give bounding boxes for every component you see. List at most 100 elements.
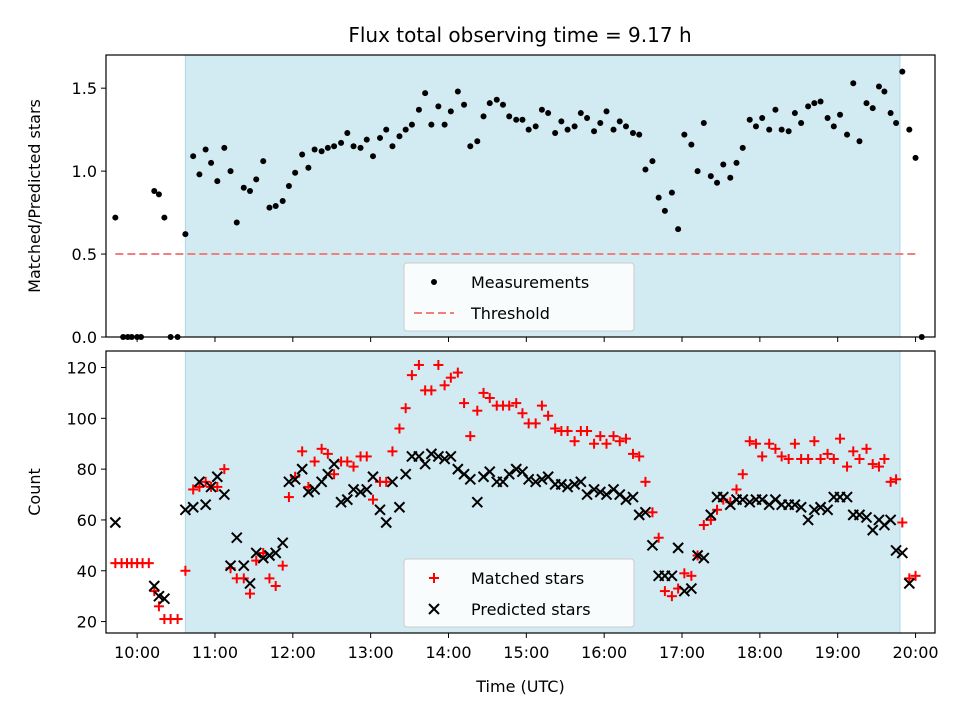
matched-stars-point [478,387,489,398]
measurement-point [714,179,721,186]
legend-dot-swatch [431,279,437,285]
matched-stars-point [472,405,483,416]
predicted-stars-point [860,511,873,524]
measurement-point [545,110,552,117]
measurement-point [480,113,487,120]
matched-stars-point [270,581,281,591]
measurement-point [240,184,247,191]
matched-stars-point [394,423,405,434]
measurement-point [558,118,565,125]
predicted-stars-point [484,465,496,478]
measurement-point [837,111,844,118]
measurement-point [817,98,824,105]
predicted-stars-point [322,468,334,480]
measurement-point [112,214,119,221]
x-axis-label: Time (UTC) [475,677,564,696]
series-matched-stars [110,359,921,625]
measurement-point [681,131,688,138]
matched-stars-point [737,469,748,480]
matched-stars-point [445,372,456,383]
matched-stars-point [897,517,908,528]
matched-stars-point [659,586,670,597]
measurement-point [357,144,364,151]
matched-stars-point [828,453,839,464]
measurement-point [785,128,792,135]
measurement-point [844,131,851,138]
predicted-stars-point [627,491,639,503]
measurement-point [344,129,351,136]
predicted-stars-point [380,516,392,529]
measurement-point [863,100,870,107]
matched-stars-point [595,431,606,442]
matched-stars-point [885,476,896,487]
matched-stars-point [322,448,333,459]
series-measurements [112,68,925,340]
predicted-stars-point [367,471,379,483]
measurement-point [247,188,254,195]
measurement-point [221,144,228,151]
measurement-point [233,219,240,226]
x-tick-label: 18:00 [737,643,783,662]
predicted-stars-point [445,450,457,463]
predicted-stars-point [698,552,710,564]
measurement-point [906,126,913,133]
measurement-point [299,151,306,158]
measurement-point [214,178,221,185]
measurement-point [311,146,318,153]
legend-plus-swatch [429,573,439,583]
matched-stars-point [789,438,800,449]
predicted-stars-point [737,493,749,506]
x-tick-label: 16:00 [581,643,627,662]
matched-stars-point [601,438,612,449]
predicted-stars-point [432,450,445,463]
measurement-point [675,226,682,233]
predicted-stars-point [193,476,206,488]
measurement-point [824,115,831,122]
measurement-point [881,88,888,95]
measurement-point [474,138,481,145]
predicted-stars-point [328,458,340,470]
legend: Measurements Threshold [403,262,635,332]
predicted-stars-point [386,476,399,488]
measurement-point [253,176,260,183]
matched-stars-point [873,461,884,472]
x-tick-label: 11:00 [192,643,238,662]
matched-stars-point [822,448,833,459]
predicted-stars-point [302,486,315,498]
matched-stars-point [143,558,154,569]
measurement-point [408,121,415,128]
measurement-point [791,110,798,117]
predicted-stars-point [685,582,698,595]
matched-stars-point [879,453,890,464]
matched-stars-point [245,588,256,599]
matched-stars-point [679,568,690,579]
predicted-stars-point [218,488,231,501]
measurement-point [811,100,818,107]
predicted-stars-point [672,542,684,554]
predicted-stars-point [867,524,879,536]
measurement-point [733,159,740,166]
x-tick-label: 20:00 [892,643,938,662]
matched-stars-point [212,481,223,492]
matched-stars-point [413,359,424,370]
x-tick-label: 17:00 [659,643,705,662]
measurement-point [707,173,714,180]
matched-stars-point [238,573,249,584]
measurement-point [260,158,267,165]
predicted-stars-point [199,498,212,511]
x-tick-label: 12:00 [270,643,316,662]
predicted-stars-point [903,577,916,590]
measurement-point [151,188,158,195]
matched-stars-point [316,443,327,454]
matched-stars-point [891,474,902,485]
measurement-point [798,120,805,127]
measurement-point [727,174,734,181]
matched-stars-point [809,436,820,447]
measurement-point [661,207,668,214]
y-tick-label: 20 [77,613,97,632]
predicted-stars-point [244,577,256,590]
measurement-point [350,143,357,150]
axes-frame [105,350,936,634]
measurement-point [856,138,863,145]
